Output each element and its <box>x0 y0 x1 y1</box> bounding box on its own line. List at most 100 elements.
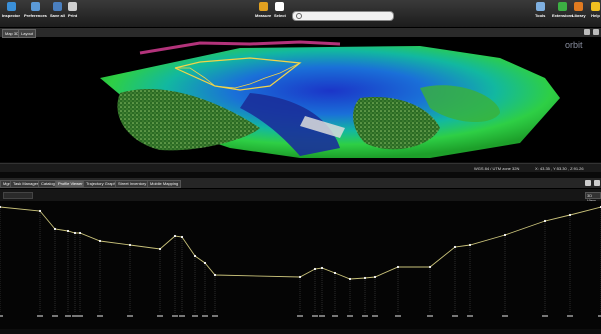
status-bar: WGS 84 / UTM zone 32N X: 43.35 , Y:53.30… <box>0 163 601 173</box>
profile-vertex[interactable] <box>53 227 57 231</box>
inspector-button[interactable]: Inspector <box>2 2 20 18</box>
profile-vertex[interactable] <box>180 235 184 239</box>
vertex-tick-label <box>127 315 133 317</box>
profile-vertex[interactable] <box>396 265 400 269</box>
view-options-icon[interactable] <box>584 29 590 35</box>
profile-vertex[interactable] <box>428 265 432 269</box>
vertex-tick-label <box>372 315 378 317</box>
elevation-profile <box>0 205 601 317</box>
vertex-tick-label <box>427 315 433 317</box>
vertex-tick-label <box>297 315 303 317</box>
main-toolbar: Inspector Preferences Save all Print Measure… <box>0 0 601 28</box>
profile-input-left[interactable] <box>3 192 33 199</box>
measure-icon <box>258 2 268 11</box>
profile-vertex[interactable] <box>348 277 352 281</box>
vertex-tick-label <box>192 315 198 317</box>
profile-vertex[interactable] <box>503 233 507 237</box>
toolbar-label: Print <box>68 13 78 18</box>
vertex-tick-label <box>179 315 185 317</box>
vertex-tick-label <box>65 315 71 317</box>
tools-icon <box>535 2 545 11</box>
view-tab-bar: Map 3D Layout <box>0 28 601 38</box>
inspector-icon <box>6 2 16 11</box>
library-button[interactable]: Library <box>572 2 586 18</box>
profile-vertex[interactable] <box>568 213 572 217</box>
help-icon <box>591 2 600 11</box>
profile-vertex[interactable] <box>128 243 132 247</box>
tab-profile-viewer[interactable]: Profile Viewer <box>55 180 86 188</box>
panel-options-icon[interactable] <box>585 180 591 186</box>
tab-trajectory-graph[interactable]: Trajectory Graph <box>83 180 119 188</box>
vertex-tick-label <box>598 315 601 317</box>
extensions-icon <box>558 2 568 11</box>
panel-separator <box>0 172 601 178</box>
vertex-tick-label <box>172 315 178 317</box>
profile-vertex[interactable] <box>298 275 302 279</box>
profile-vertex[interactable] <box>73 231 77 235</box>
tab-mobile-mapping[interactable]: Mobile Mapping <box>147 180 182 188</box>
toolbar-label: Tools <box>535 13 546 18</box>
profile-vertex[interactable] <box>0 205 2 209</box>
coordinate-readout: X: 43.35 , Y:53.30 , Z:91.26 <box>535 166 584 171</box>
profile-viewer[interactable] <box>0 201 601 329</box>
vertex-tick-label <box>77 315 83 317</box>
vertex-tick-label <box>319 315 325 317</box>
profile-vertex[interactable] <box>173 234 177 238</box>
extensions-button[interactable]: Extensions <box>552 2 573 18</box>
profile-vertex[interactable] <box>453 245 457 249</box>
panel-close-icon[interactable] <box>594 180 600 186</box>
profile-vertex[interactable] <box>363 276 367 280</box>
select-button[interactable]: Select <box>274 2 286 18</box>
print-icon <box>68 2 78 11</box>
vertex-tick-label <box>157 315 163 317</box>
vertex-tick-label <box>332 315 338 317</box>
profile-vertex[interactable] <box>203 261 207 265</box>
toolbar-label: Library <box>572 13 586 18</box>
measure-button[interactable]: Measure <box>255 2 271 18</box>
tools-button[interactable]: Tools <box>535 2 545 18</box>
search-input[interactable] <box>292 11 394 21</box>
profile-vertex[interactable] <box>78 231 82 235</box>
preferences-button[interactable]: Preferences <box>24 2 47 18</box>
profile-vertex[interactable] <box>373 275 377 279</box>
profile-vertex[interactable] <box>38 209 42 213</box>
vertex-tick-label <box>467 315 473 317</box>
vertex-tick-label <box>97 315 103 317</box>
orbit-logo: orbit <box>565 40 583 50</box>
tab-task-manager[interactable]: Task Manager <box>10 180 42 188</box>
vertex-tick-label <box>542 315 548 317</box>
vertex-tick-label <box>52 315 58 317</box>
vertex-tick-label <box>395 315 401 317</box>
select-cursor-icon <box>275 2 285 11</box>
point-cloud-viewport[interactable]: orbit <box>0 38 601 162</box>
vertex-tick-label <box>502 315 508 317</box>
print-button[interactable]: Print <box>68 2 77 18</box>
profile-vertex[interactable] <box>158 247 162 251</box>
tab-layout[interactable]: Layout <box>18 29 37 38</box>
profile-vertex[interactable] <box>313 267 317 271</box>
crs-label: WGS 84 / UTM zone 32N <box>474 166 520 171</box>
save-all-button[interactable]: Save all <box>50 2 65 18</box>
profile-vertex[interactable] <box>333 271 337 275</box>
point-cloud-render: orbit <box>100 40 583 158</box>
view-settings-icon[interactable] <box>593 29 599 35</box>
profile-vertex[interactable] <box>213 273 217 277</box>
toolbar-label: Extensions <box>552 13 574 18</box>
profile-vertex[interactable] <box>193 254 197 258</box>
vertex-tick-label <box>212 315 218 317</box>
profile-vertex[interactable] <box>468 243 472 247</box>
toolbar-label: Preferences <box>24 13 47 18</box>
vertex-tick-label <box>452 315 458 317</box>
tab-street-inventory[interactable]: Street Inventory <box>115 180 150 188</box>
profile-vertex[interactable] <box>66 229 70 233</box>
toolbar-label: Measure <box>255 13 272 18</box>
vertex-tick-label <box>312 315 318 317</box>
profile-vertex[interactable] <box>320 266 324 270</box>
profile-3d-view-button[interactable]: 3D View <box>585 192 601 203</box>
vertex-tick-label <box>72 315 78 317</box>
vertex-tick-label <box>0 315 3 317</box>
profile-vertex[interactable] <box>543 219 547 223</box>
vertex-tick-label <box>362 315 368 317</box>
profile-vertex[interactable] <box>98 239 102 243</box>
help-button[interactable]: Help <box>591 2 600 18</box>
